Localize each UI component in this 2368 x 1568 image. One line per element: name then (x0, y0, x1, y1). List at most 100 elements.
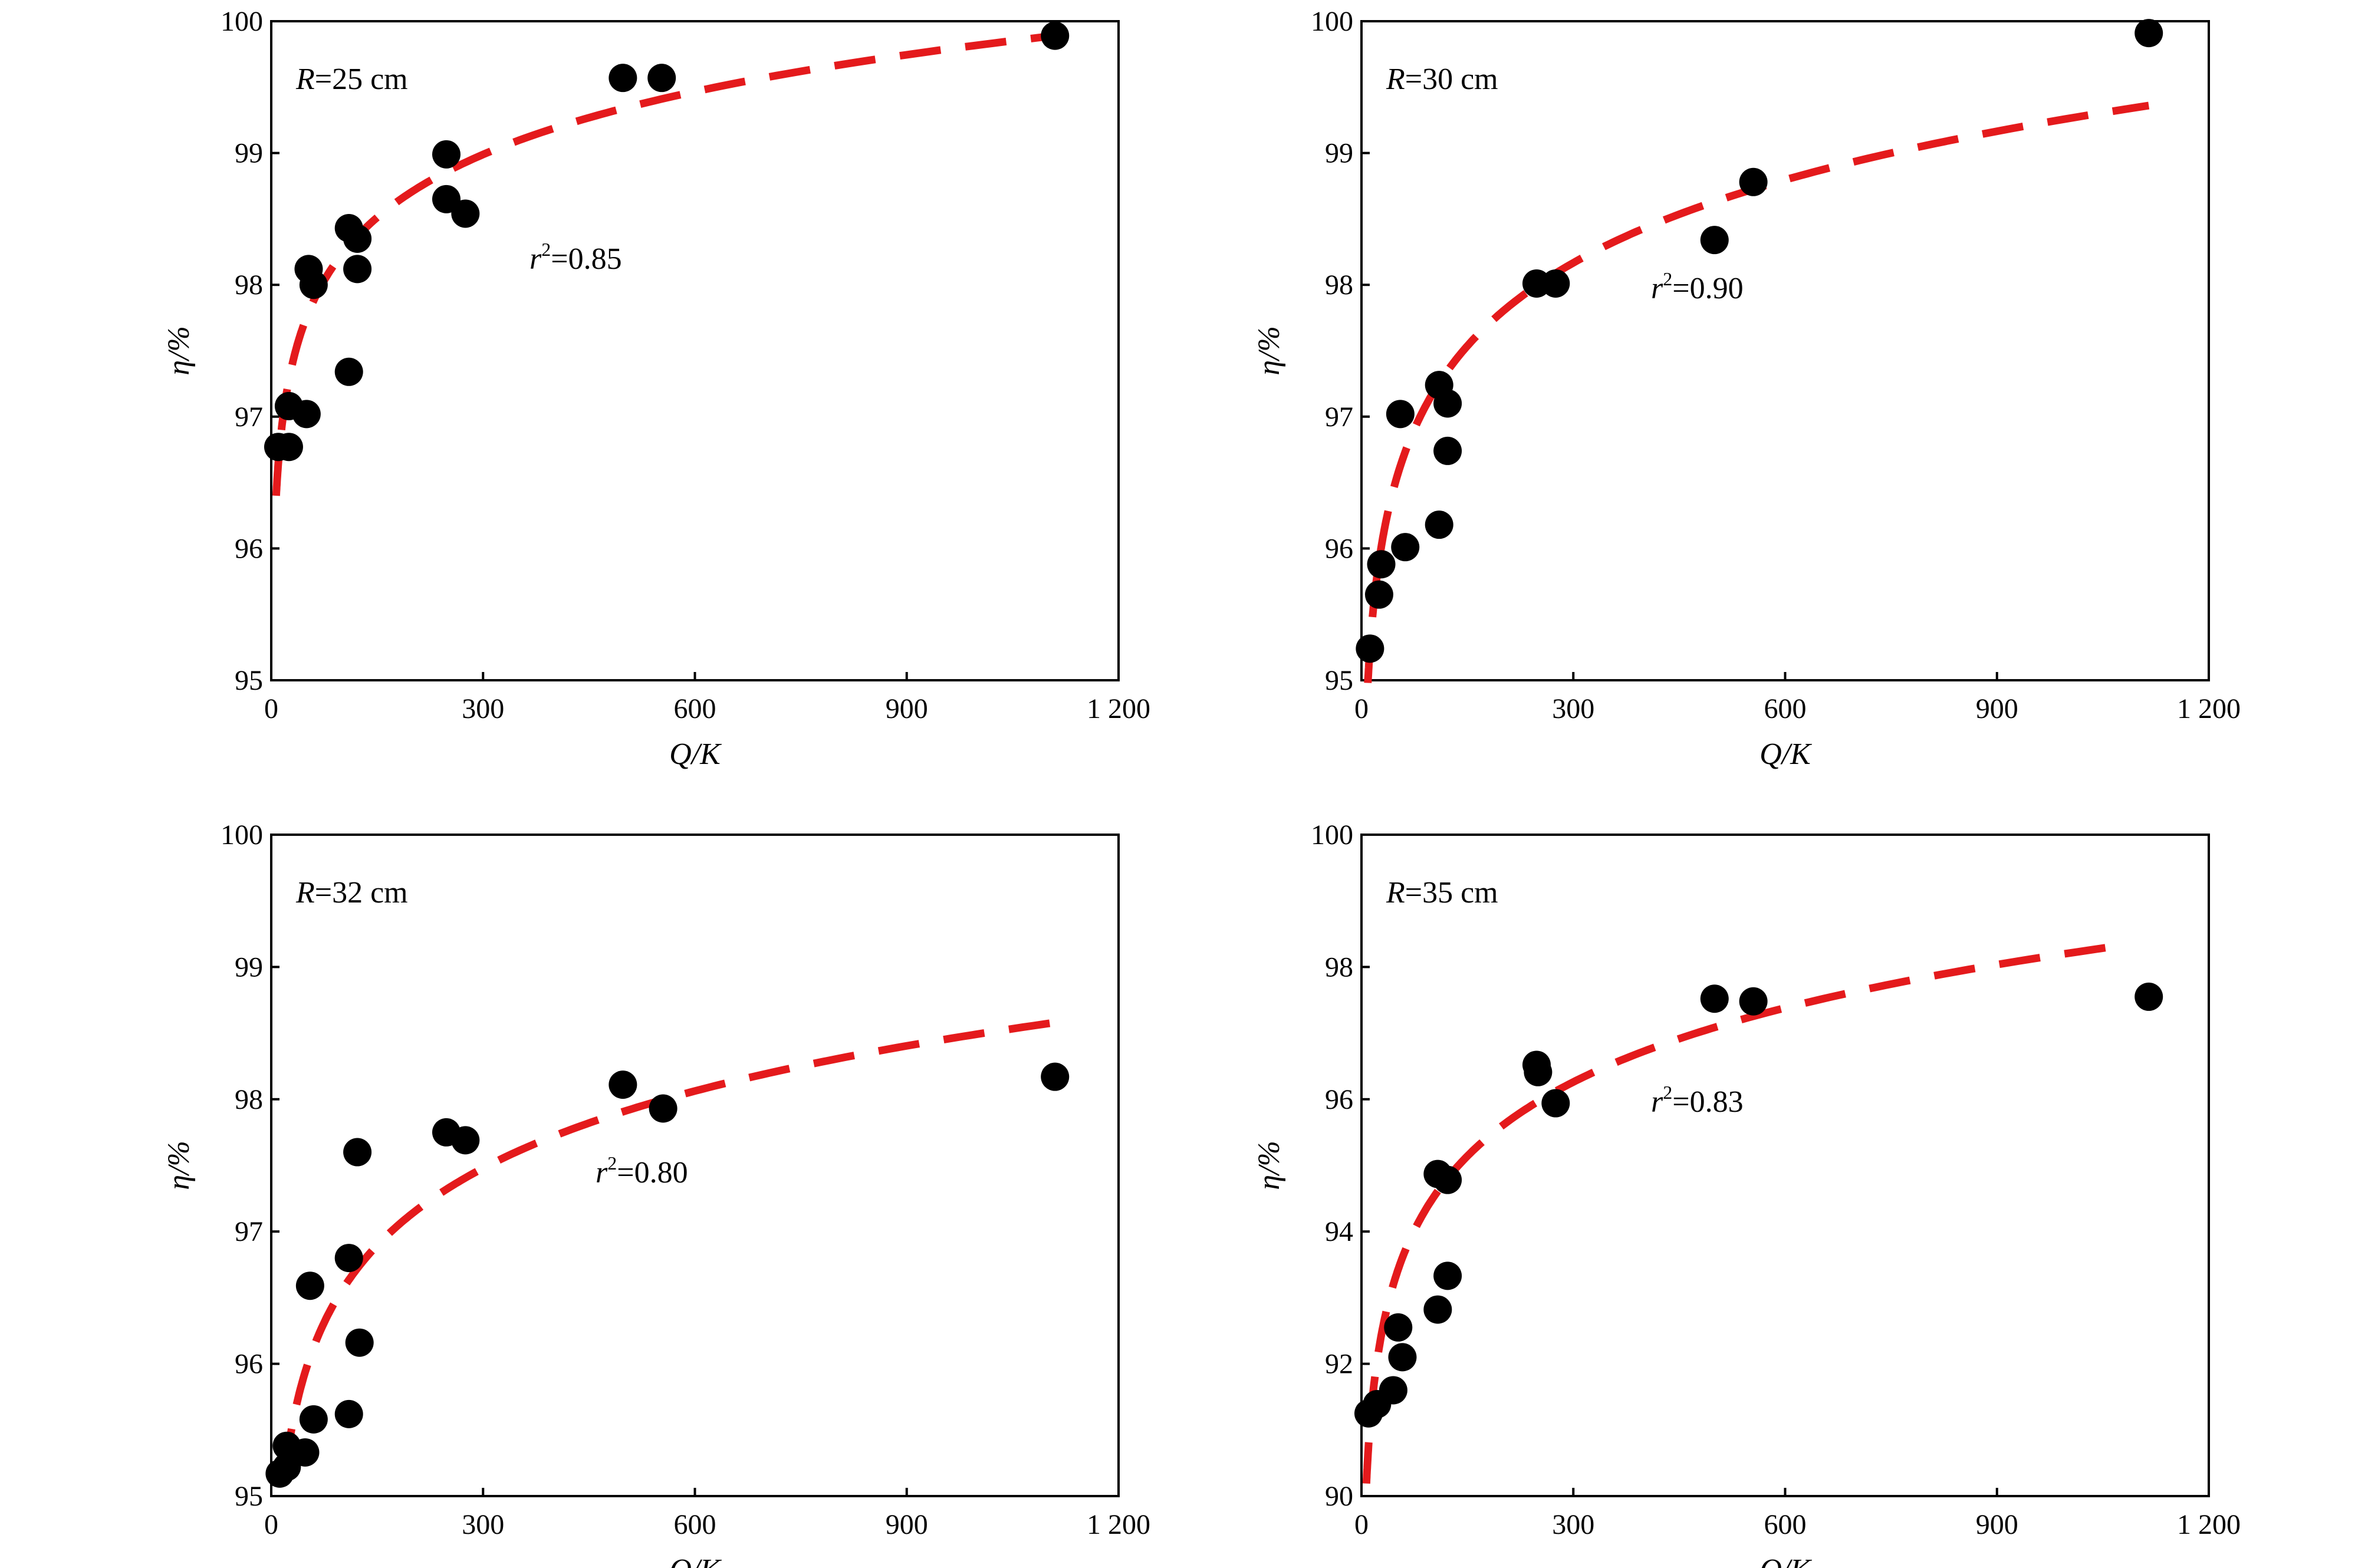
x-axis-title: Q/K (1759, 1553, 1812, 1568)
x-tick-label: 600 (1764, 1509, 1807, 1540)
data-point (2135, 19, 2163, 48)
y-tick-label: 90 (1325, 1481, 1353, 1512)
y-tick-label: 97 (235, 1216, 263, 1247)
data-point (432, 140, 461, 169)
data-point (1423, 1295, 1452, 1324)
y-tick-label: 96 (1325, 533, 1353, 564)
data-point (1541, 1089, 1570, 1118)
y-tick-label: 96 (235, 533, 263, 564)
panel-label: R=35 cm (1386, 876, 1498, 910)
x-tick-label: 900 (886, 693, 928, 724)
fit-curve (272, 32, 1055, 496)
x-tick-label: 1 200 (1087, 693, 1150, 724)
panel-label: R=32 cm (295, 876, 408, 910)
data-point (649, 1094, 677, 1123)
data-point (451, 199, 480, 228)
y-tick-label: 94 (1325, 1216, 1353, 1247)
x-tick-label: 0 (1354, 1509, 1369, 1540)
data-point (1364, 580, 1393, 609)
data-point (1433, 1261, 1462, 1290)
x-tick-label: 300 (1552, 693, 1594, 724)
x-tick-label: 0 (1354, 693, 1369, 724)
data-point (299, 271, 328, 299)
y-tick-label: 100 (1311, 819, 1353, 851)
x-tick-label: 0 (264, 1509, 278, 1540)
y-tick-label: 100 (221, 819, 263, 851)
y-tick-label: 97 (1325, 401, 1353, 433)
data-point (291, 1438, 320, 1467)
r-squared-label: r2=0.85 (529, 239, 622, 276)
y-tick-label: 95 (235, 1481, 263, 1512)
data-point (1041, 1062, 1070, 1091)
y-tick-label: 96 (1325, 1084, 1353, 1115)
data-point (334, 1399, 363, 1428)
y-tick-label: 98 (235, 1084, 263, 1115)
data-point (343, 224, 372, 253)
data-point (1433, 436, 1462, 465)
fit-curve (1364, 101, 2150, 683)
y-axis-title: η/% (162, 1141, 196, 1190)
data-point (334, 357, 363, 386)
data-point (609, 64, 637, 93)
data-point (343, 255, 372, 284)
x-tick-label: 1 200 (1087, 1509, 1150, 1540)
fit-curve (281, 1019, 1056, 1471)
y-tick-label: 98 (235, 269, 263, 301)
data-point (1700, 226, 1729, 255)
plot-area-frame (1360, 834, 2210, 1497)
y-tick-label: 98 (1325, 269, 1353, 301)
data-point (1524, 1058, 1553, 1086)
x-tick-label: 900 (1976, 693, 2018, 724)
plot-area-frame (270, 20, 1120, 681)
r-squared-label: r2=0.83 (1651, 1082, 1744, 1119)
data-point (334, 1244, 363, 1273)
x-axis-title: Q/K (669, 737, 722, 771)
data-point (1433, 1165, 1462, 1194)
chart-panel: 0 300 600 900 1 200 95 96 97 98 99 100 Q/K η/% R=32 c… (162, 819, 1150, 1568)
x-tick-label: 1 200 (2177, 1509, 2241, 1540)
x-tick-label: 300 (1552, 1509, 1594, 1540)
x-tick-label: 600 (674, 1509, 716, 1540)
data-point (299, 1405, 328, 1434)
chart-panel: 0 300 600 900 1 200 95 96 97 98 99 100 Q/K η/% R=25 c… (162, 6, 1150, 771)
data-point (274, 433, 303, 462)
chart-panel: 0 300 600 900 1 200 90 92 94 96 98 100 Q/K η/% R=35 c… (1252, 819, 2241, 1568)
x-tick-label: 1 200 (2177, 693, 2241, 724)
data-point (1388, 1343, 1417, 1372)
data-point (292, 400, 321, 429)
data-point (1384, 1313, 1413, 1342)
r-squared-label: r2=0.90 (1651, 268, 1744, 305)
data-point (1041, 21, 1070, 50)
data-point (1367, 550, 1396, 579)
y-axis-title: η/% (1252, 326, 1286, 375)
data-point (1356, 634, 1384, 663)
y-tick-label: 100 (221, 6, 263, 37)
data-point (343, 1138, 372, 1167)
x-tick-label: 300 (462, 693, 504, 724)
data-point (1541, 269, 1570, 298)
data-point (647, 64, 676, 93)
data-point (1386, 400, 1415, 429)
y-tick-label: 99 (1325, 138, 1353, 169)
chart-panel: 0 300 600 900 1 200 95 96 97 98 99 100 Q/K η/% R=30 c… (1252, 6, 2241, 771)
data-point (609, 1070, 637, 1099)
data-point (1700, 984, 1729, 1013)
panel-label: R=25 cm (295, 62, 408, 96)
data-point (2135, 982, 2163, 1011)
r-squared-label: r2=0.80 (596, 1152, 688, 1190)
data-point (1425, 510, 1453, 539)
panel-label: R=30 cm (1386, 62, 1498, 96)
data-point (451, 1126, 480, 1155)
y-tick-label: 99 (235, 951, 263, 983)
x-tick-label: 600 (674, 693, 716, 724)
y-axis-title: η/% (162, 326, 196, 375)
data-point (345, 1328, 374, 1357)
x-tick-label: 300 (462, 1509, 504, 1540)
x-axis-title: Q/K (669, 1553, 722, 1568)
y-tick-label: 98 (1325, 951, 1353, 983)
y-tick-label: 97 (235, 401, 263, 433)
x-tick-label: 900 (886, 1509, 928, 1540)
x-axis-title: Q/K (1759, 737, 1812, 771)
y-tick-label: 100 (1311, 6, 1353, 37)
